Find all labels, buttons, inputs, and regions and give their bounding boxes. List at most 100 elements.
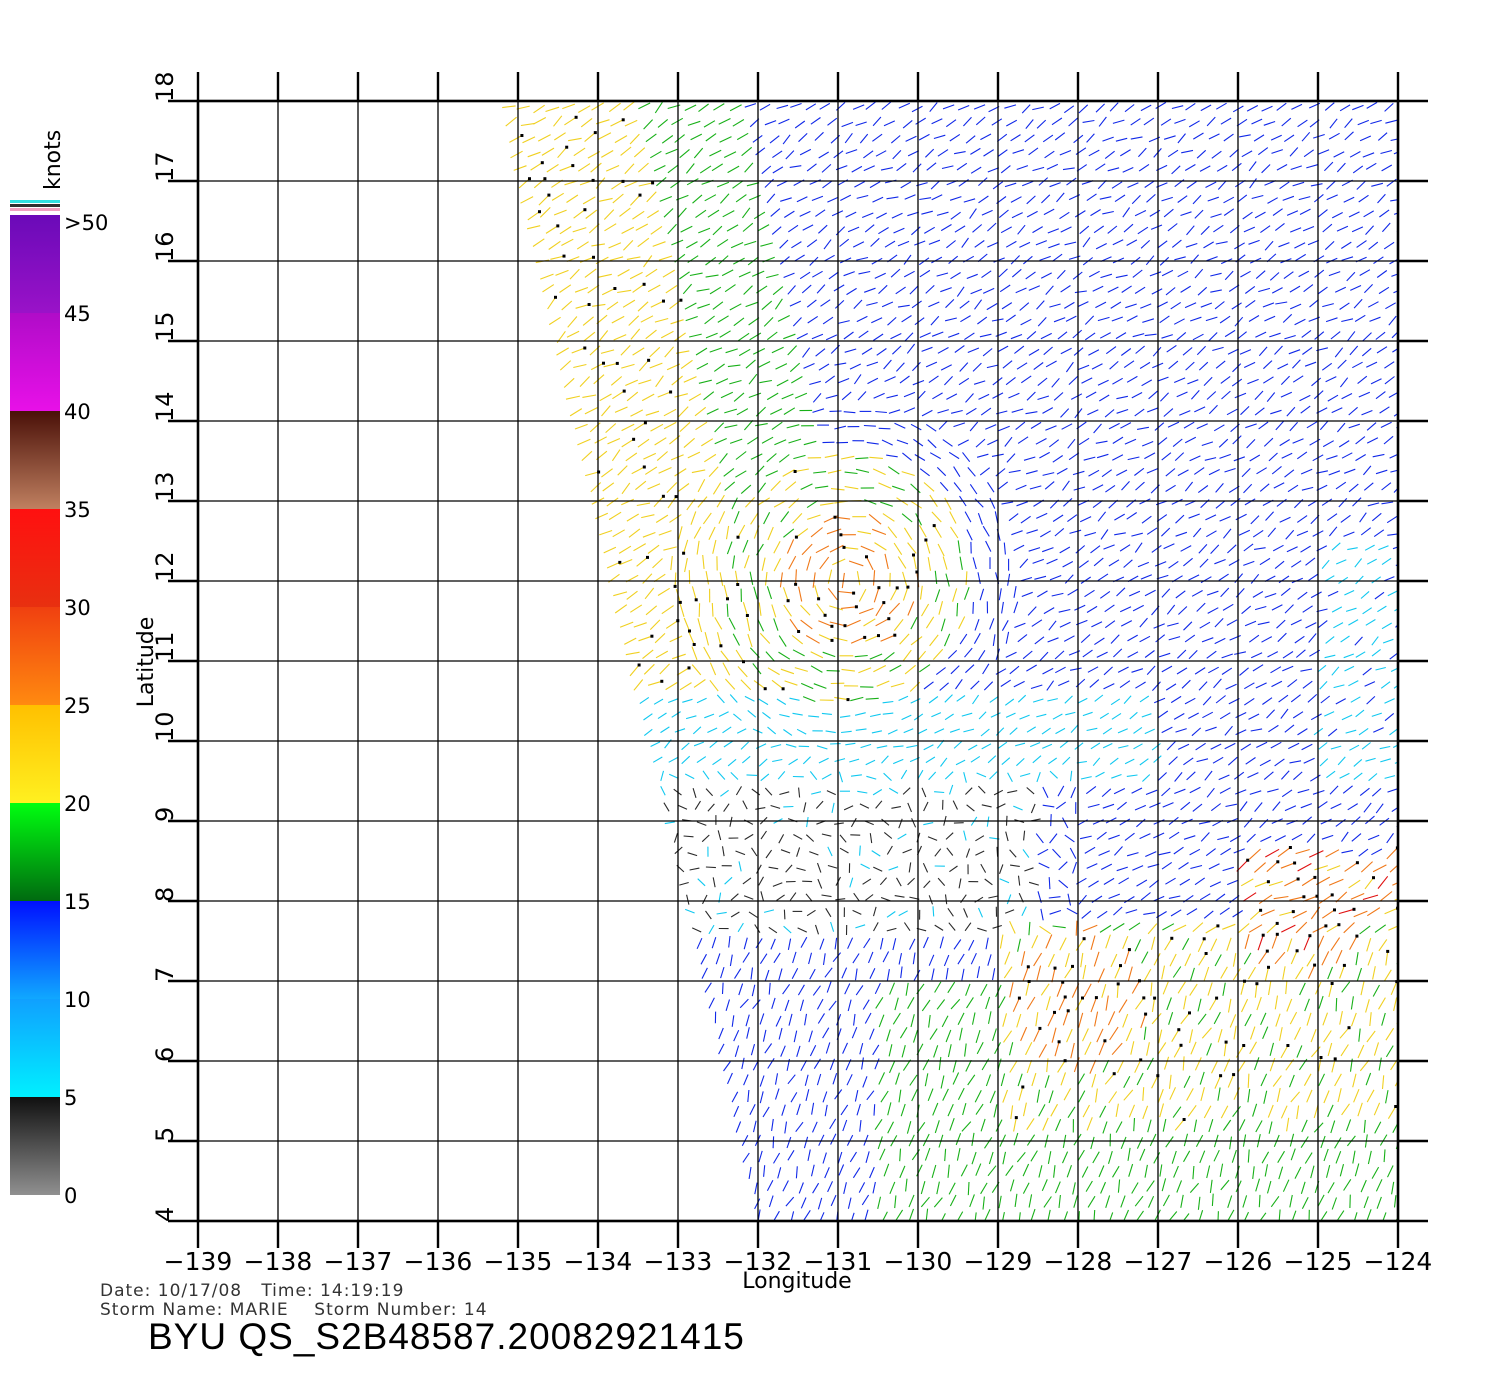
wind-vector: [945, 299, 955, 309]
wind-vector: [640, 315, 654, 323]
wind-vector: [789, 165, 802, 168]
wind-vector: [889, 982, 896, 995]
wind-vector: [1208, 666, 1219, 674]
wind-vector: [1217, 1211, 1219, 1221]
wind-vector: [1320, 1135, 1326, 1149]
wind-vector: [1045, 934, 1053, 949]
wind-vector: [1272, 801, 1281, 811]
rain-flag-marker: [1333, 1057, 1337, 1061]
wind-vector: [707, 727, 718, 733]
wind-vector: [556, 347, 569, 356]
wind-vector: [1327, 590, 1339, 597]
wind-vector: [827, 846, 833, 857]
wind-vector: [914, 240, 926, 246]
wind-vector: [1168, 1012, 1174, 1025]
wind-vector: [712, 539, 717, 554]
wind-vector: [1243, 543, 1254, 552]
wind-vector: [799, 271, 811, 280]
lat-tick-label: 6: [151, 1047, 179, 1062]
wind-vector: [1004, 436, 1013, 447]
wind-vector: [1003, 542, 1006, 555]
wind-vector: [625, 452, 638, 462]
wind-vector: [1047, 228, 1060, 234]
wind-vector: [1251, 118, 1263, 125]
wind-vector: [1386, 178, 1397, 187]
wind-vector: [1131, 392, 1143, 399]
wind-vector: [863, 937, 871, 949]
wind-vector: [733, 1029, 740, 1042]
wind-vector: [1124, 949, 1130, 965]
wind-vector: [571, 347, 585, 354]
wind-vector: [1243, 560, 1255, 566]
wind-vector: [947, 1103, 954, 1117]
wind-vector: [869, 653, 883, 660]
wind-vector: [948, 922, 956, 931]
rain-flag-marker: [1081, 996, 1084, 1000]
wind-vector: [1297, 119, 1308, 128]
wind-vector: [1321, 834, 1334, 840]
wind-vector: [650, 150, 662, 159]
wind-vector: [780, 197, 792, 202]
wind-vector: [925, 756, 936, 764]
wind-vector: [1026, 1118, 1035, 1131]
wind-vector: [1186, 908, 1198, 916]
wind-vector: [566, 330, 580, 338]
wind-vector: [1035, 240, 1048, 246]
wind-vector: [1354, 558, 1363, 568]
wind-vector: [637, 237, 650, 248]
rain-flag-marker: [587, 303, 591, 306]
lat-tick-label: 8: [151, 887, 179, 902]
wind-vector: [1278, 1166, 1284, 1180]
wind-vector: [961, 237, 969, 248]
wind-vector: [720, 966, 725, 979]
wind-vector: [1264, 240, 1274, 251]
wind-vector: [933, 1197, 943, 1208]
wind-vector: [872, 468, 886, 476]
wind-vector: [821, 773, 832, 780]
wind-vector: [832, 1073, 838, 1085]
wind-vector: [1261, 1151, 1270, 1164]
wind-vector: [1290, 694, 1301, 703]
wind-vector: [1323, 1148, 1329, 1162]
wind-vector: [731, 1015, 735, 1027]
wind-vector: [637, 162, 649, 173]
wind-vector: [1224, 270, 1234, 281]
wind-vector: [1348, 680, 1359, 687]
wind-vector: [1374, 924, 1387, 933]
wind-vector: [1174, 118, 1186, 124]
wind-vector: [872, 1181, 876, 1194]
wind-vector: [1263, 120, 1276, 126]
wind-vector: [934, 728, 945, 734]
wind-vector: [709, 347, 723, 353]
wind-vector: [1009, 982, 1014, 998]
wind-vector: [846, 1074, 853, 1086]
wind-vector: [829, 544, 844, 553]
wind-vector: [860, 863, 870, 870]
wind-vector: [1196, 149, 1207, 159]
wind-vector: [1258, 1194, 1261, 1208]
wind-vector: [1250, 515, 1260, 525]
wind-vector: [674, 572, 677, 587]
wind-vector: [566, 194, 579, 203]
wind-vector: [888, 1044, 893, 1057]
wind-vector: [771, 997, 776, 1009]
wind-vector: [1243, 1211, 1249, 1221]
wind-vector: [1206, 391, 1217, 400]
wind-vector: [698, 227, 711, 234]
wind-vector: [1181, 679, 1191, 689]
wind-vector: [1253, 134, 1265, 142]
wind-vector: [707, 209, 720, 218]
wind-vector: [1376, 346, 1388, 354]
wind-vector: [686, 241, 698, 249]
wind-vector: [826, 528, 842, 535]
wind-vector: [1219, 1163, 1224, 1177]
wind-vector: [1196, 758, 1209, 763]
wind-vector: [1081, 377, 1093, 384]
wind-vector: [897, 556, 907, 569]
wind-vector: [750, 967, 754, 980]
lon-tick-label: −125: [1284, 1247, 1353, 1276]
wind-vector: [857, 391, 867, 401]
wind-vector: [747, 633, 753, 648]
wind-vector: [1173, 924, 1187, 932]
wind-vector: [1276, 102, 1287, 111]
